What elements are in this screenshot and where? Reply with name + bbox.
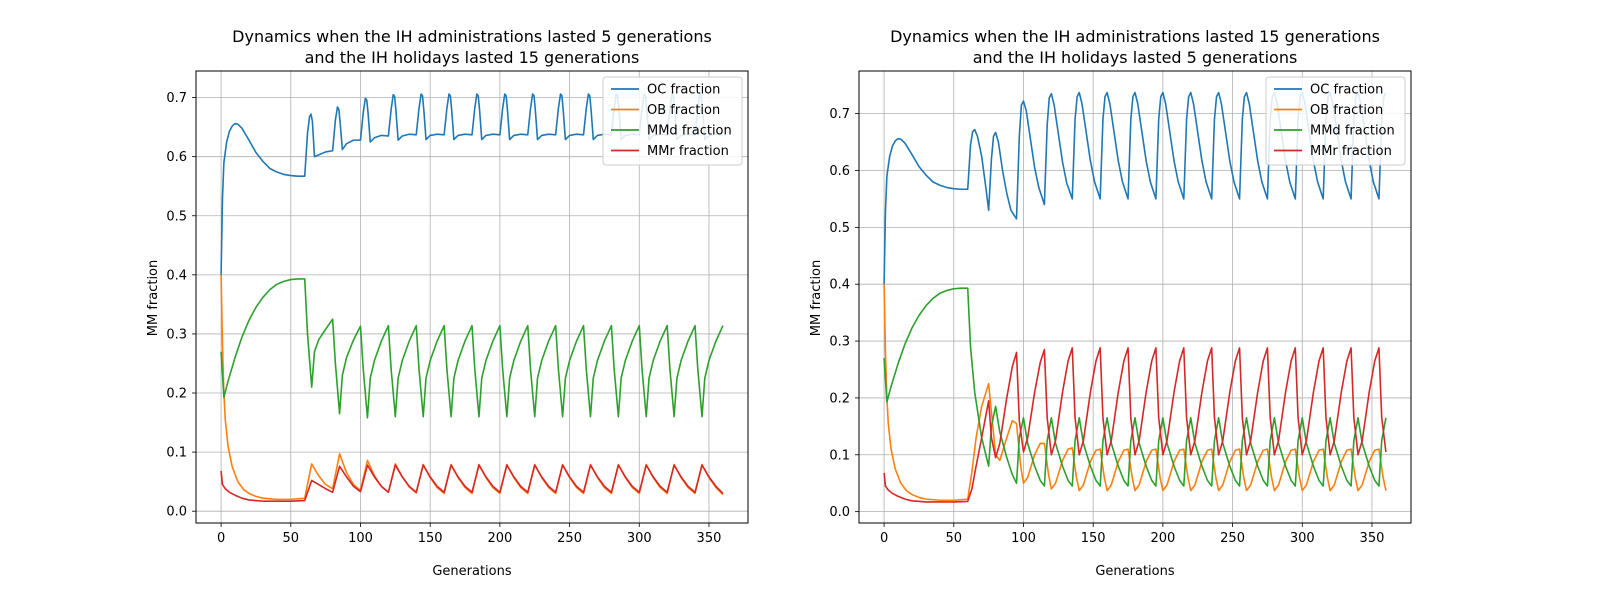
y-tick-label: 0.3 — [829, 335, 850, 350]
chart-title-line1: Dynamics when the IH administrations las… — [232, 27, 712, 46]
x-tick-label: 200 — [487, 531, 512, 546]
x-axis-label: Generations — [1095, 564, 1175, 579]
x-tick-label: 250 — [557, 531, 582, 546]
x-tick-label: 200 — [1150, 531, 1175, 546]
y-tick-label: 0.4 — [166, 268, 187, 283]
legend-label-mmr-fraction: MMr fraction — [647, 144, 729, 159]
chart-title-line1: Dynamics when the IH administrations las… — [890, 27, 1380, 46]
x-tick-label: 250 — [1220, 531, 1245, 546]
y-tick-label: 0.7 — [829, 107, 850, 122]
y-tick-label: 0.5 — [166, 209, 187, 224]
axes-frame — [858, 70, 1412, 524]
legend-label-mmd-fraction: MMd fraction — [1310, 124, 1395, 139]
legend-box — [602, 76, 743, 166]
y-axis-label: MM fraction — [809, 260, 824, 337]
y-tick-label: 0.1 — [166, 446, 187, 461]
x-tick-label: 350 — [697, 531, 722, 546]
y-axis-label: MM fraction — [146, 260, 161, 337]
chart-panel-right: Dynamics when the IH administrations las… — [809, 27, 1412, 579]
x-axis-label: Generations — [432, 564, 512, 579]
y-tick-label: 0.6 — [829, 164, 850, 179]
legend-label-ob-fraction: OB fraction — [647, 103, 720, 118]
x-tick-label: 0 — [217, 531, 225, 546]
legend-label-ob-fraction: OB fraction — [1310, 103, 1383, 118]
x-tick-label: 350 — [1360, 531, 1385, 546]
series-line-mmd-fraction — [883, 287, 1387, 487]
x-tick-label: 300 — [627, 531, 652, 546]
y-tick-label: 0.4 — [829, 278, 850, 293]
axes-frame — [195, 70, 749, 524]
x-tick-label: 100 — [348, 531, 373, 546]
grid — [859, 71, 1411, 523]
y-tick-label: 0.7 — [166, 91, 187, 106]
series-line-mmr-fraction — [883, 347, 1387, 503]
y-tick-label: 0.3 — [166, 327, 187, 342]
y-tick-label: 0.2 — [829, 391, 850, 406]
x-tick-label: 150 — [418, 531, 443, 546]
legend: OC fraction OB fraction MMd fraction MMr fr… — [1265, 76, 1406, 166]
chart-title-line2: and the IH holidays lasted 15 generation… — [305, 48, 640, 67]
legend: OC fraction OB fraction MMd fraction MMr fr… — [602, 76, 743, 166]
series-line-mmd-fraction — [220, 278, 724, 419]
legend-label-oc-fraction: OC fraction — [647, 83, 720, 98]
series-line-ob-fraction — [220, 274, 724, 501]
series-line-ob-fraction — [883, 284, 1387, 502]
y-tick-label: 0.5 — [829, 221, 850, 236]
y-tick-label: 0.6 — [166, 150, 187, 165]
x-tick-label: 50 — [283, 531, 300, 546]
y-tick-label: 0.0 — [166, 505, 187, 520]
x-tick-label: 0 — [880, 531, 888, 546]
legend-label-mmr-fraction: MMr fraction — [1310, 144, 1392, 159]
chart-panel-left: Dynamics when the IH administrations las… — [146, 27, 749, 579]
x-tick-label: 50 — [946, 531, 963, 546]
x-tick-label: 300 — [1290, 531, 1315, 546]
series-line-mmr-fraction — [220, 464, 724, 502]
axis-ticks: 0 50 100 150 200 250 300 350 0.0 0.1 0.2 0.3 0.4 0.5 0… — [829, 107, 1384, 546]
legend-label-mmd-fraction: MMd fraction — [647, 124, 732, 139]
legend-label-oc-fraction: OC fraction — [1310, 83, 1383, 98]
y-tick-label: 0.0 — [829, 505, 850, 520]
y-tick-label: 0.1 — [829, 448, 850, 463]
y-tick-label: 0.2 — [166, 387, 187, 402]
chart-title-line2: and the IH holidays lasted 5 generations — [973, 48, 1298, 67]
x-tick-label: 100 — [1011, 531, 1036, 546]
x-tick-label: 150 — [1081, 531, 1106, 546]
legend-box — [1265, 76, 1406, 166]
axis-ticks: 0 50 100 150 200 250 300 350 0.0 0.1 0.2 0.3 0.4 0.5 0… — [166, 91, 721, 546]
